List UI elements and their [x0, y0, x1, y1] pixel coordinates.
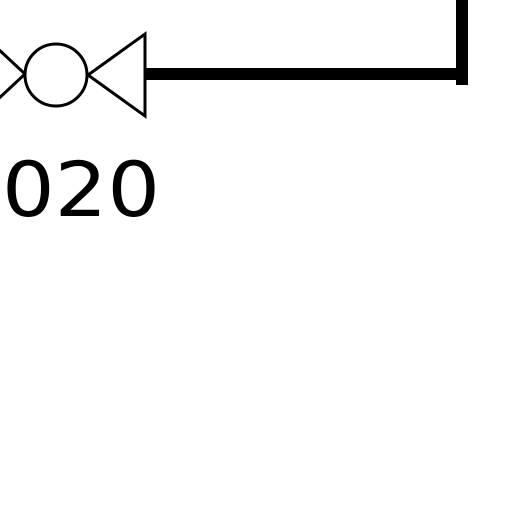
valve-icon[interactable]: [0, 31, 147, 119]
valve-tag-label: 020: [2, 145, 160, 234]
process-pipe: [145, 0, 468, 85]
valve-body-circle: [23, 42, 89, 108]
valve-right-wedge: [85, 31, 147, 119]
valve-left-wedge: [0, 48, 28, 100]
